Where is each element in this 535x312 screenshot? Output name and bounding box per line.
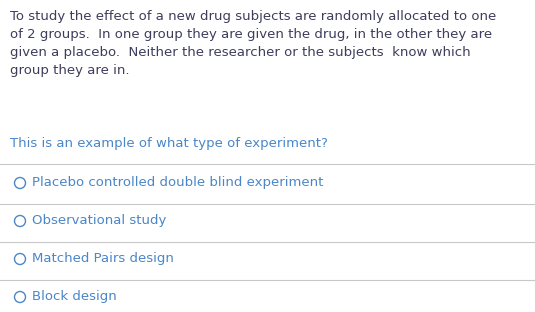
Text: This is an example of what type of experiment?: This is an example of what type of exper…: [10, 137, 328, 150]
Text: Block design: Block design: [33, 290, 117, 303]
Text: To study the effect of a new drug subjects are randomly allocated to one
of 2 gr: To study the effect of a new drug subjec…: [10, 10, 496, 77]
Text: Observational study: Observational study: [33, 214, 167, 227]
Text: Placebo controlled double blind experiment: Placebo controlled double blind experime…: [33, 176, 324, 189]
Text: Matched Pairs design: Matched Pairs design: [33, 252, 174, 265]
